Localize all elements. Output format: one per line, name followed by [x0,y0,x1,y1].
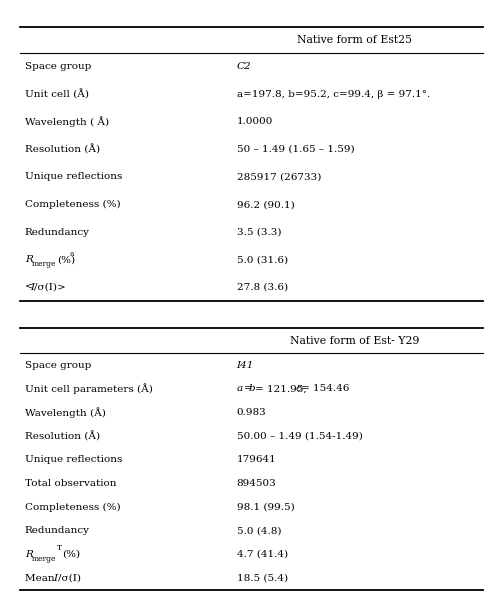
Text: Unique reflections: Unique reflections [25,173,123,181]
Text: 5.0 (31.6): 5.0 (31.6) [237,255,288,264]
Text: = 121.95,: = 121.95, [255,384,307,393]
Text: merge: merge [31,555,56,563]
Text: Unique reflections: Unique reflections [25,455,123,464]
Text: 0.983: 0.983 [237,408,266,417]
Text: C2: C2 [237,62,251,71]
Text: Completeness (%): Completeness (%) [25,503,121,512]
Text: = 154.46: = 154.46 [301,384,350,393]
Text: c: c [295,384,301,393]
Text: I: I [30,283,34,292]
Text: 285917 (26733): 285917 (26733) [237,173,321,181]
Text: 50 – 1.49 (1.65 – 1.59): 50 – 1.49 (1.65 – 1.59) [237,145,354,154]
Text: Unit cell (Å): Unit cell (Å) [25,89,89,99]
Text: Native form of Est25: Native form of Est25 [297,35,412,45]
Text: b: b [249,384,255,393]
Text: 3.5 (3.3): 3.5 (3.3) [237,228,281,237]
Text: Redundancy: Redundancy [25,526,90,535]
Text: R: R [25,255,33,264]
Text: Unit cell parameters (Å): Unit cell parameters (Å) [25,383,153,394]
Text: Space group: Space group [25,62,91,71]
Text: Total observation: Total observation [25,479,117,488]
Text: I: I [53,574,57,583]
Text: 27.8 (3.6): 27.8 (3.6) [237,283,288,292]
Text: T: T [57,544,62,553]
Text: 5.0 (4.8): 5.0 (4.8) [237,526,281,535]
Text: =: = [244,384,252,393]
Text: 98.1 (99.5): 98.1 (99.5) [237,503,294,512]
Text: Completeness (%): Completeness (%) [25,200,121,209]
Text: Resolution (Å): Resolution (Å) [25,144,100,155]
Text: (%): (%) [57,255,75,264]
Text: Redundancy: Redundancy [25,228,90,237]
Text: Native form of Est- Y29: Native form of Est- Y29 [290,336,419,346]
Text: 50.00 – 1.49 (1.54-1.49): 50.00 – 1.49 (1.54-1.49) [237,432,363,441]
Text: 4.7 (41.4): 4.7 (41.4) [237,550,288,559]
Text: R: R [25,550,33,559]
Text: (%): (%) [62,550,80,559]
Text: merge: merge [31,261,56,268]
Text: a=197.8, b=95.2, c=99.4, β = 97.1°.: a=197.8, b=95.2, c=99.4, β = 97.1°. [237,90,430,99]
Text: 18.5 (5.4): 18.5 (5.4) [237,574,288,583]
Text: 96.2 (90.1): 96.2 (90.1) [237,200,294,209]
Text: 894503: 894503 [237,479,276,488]
Text: <: < [25,283,34,292]
Text: Resolution (Å): Resolution (Å) [25,431,100,441]
Text: /σ(I): /σ(I) [58,574,81,583]
Text: 179641: 179641 [237,455,276,464]
Text: Space group: Space group [25,361,91,370]
Text: I41: I41 [237,361,254,370]
Text: 1.0000: 1.0000 [237,117,273,126]
Text: Wavelength (Å): Wavelength (Å) [25,407,106,418]
Text: /σ(I)>: /σ(I)> [34,283,66,292]
Text: Wavelength ( Å): Wavelength ( Å) [25,116,109,127]
Text: a: a [237,384,243,393]
Text: a: a [69,250,74,258]
Text: Mean: Mean [25,574,58,583]
